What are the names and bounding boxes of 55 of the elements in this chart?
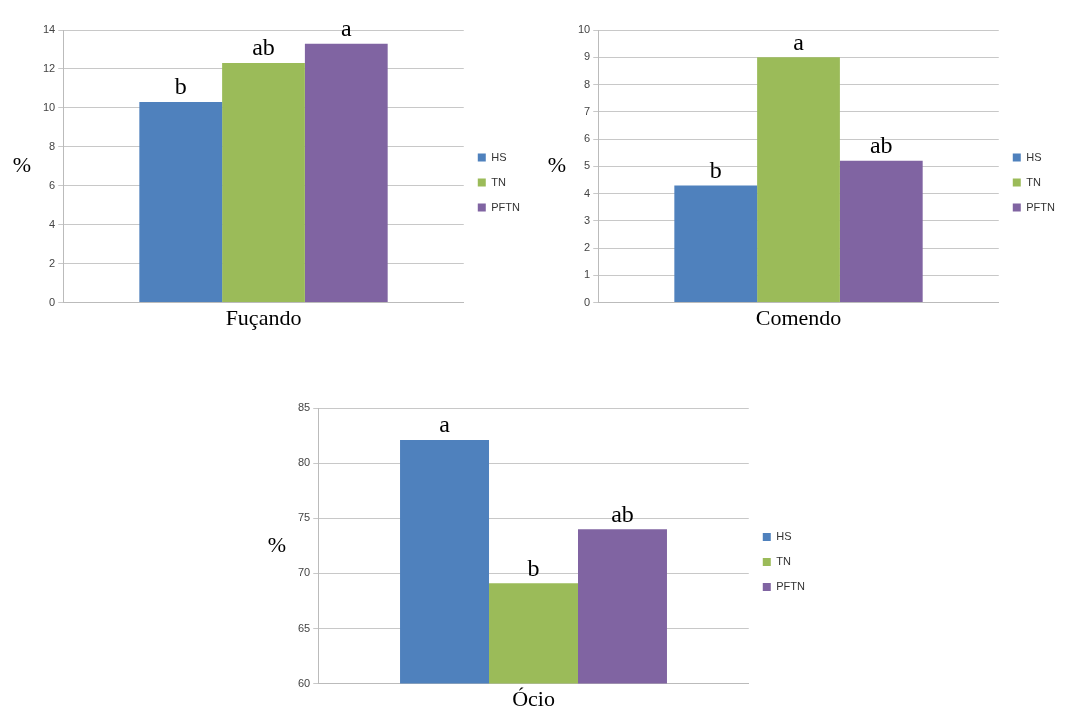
y-tick-label: 8 <box>49 139 56 152</box>
bar <box>757 57 840 303</box>
y-axis-title: % <box>267 531 287 557</box>
y-tick-label: 10 <box>577 23 591 36</box>
data-label: b <box>174 73 187 100</box>
data-label: b <box>709 156 722 183</box>
y-tick-label: 2 <box>584 241 591 254</box>
legend-label: TN <box>1026 175 1041 188</box>
x-tick-label: Comendo <box>755 304 842 330</box>
y-tick-label: 14 <box>42 23 56 36</box>
legend-label: TN <box>776 555 791 568</box>
x-tick-label: Ócio <box>512 685 555 711</box>
legend-label: TN <box>491 175 506 188</box>
y-axis-title: % <box>547 152 567 178</box>
data-label: a <box>793 28 805 55</box>
y-tick-label: 4 <box>584 186 591 199</box>
legend-label: HS <box>776 530 792 543</box>
data-label: ab <box>252 34 275 61</box>
y-tick-label: 12 <box>42 61 56 74</box>
y-tick-label: 8 <box>584 77 591 90</box>
y-tick-label: 6 <box>584 132 591 145</box>
legend-label: PFTN <box>491 200 521 213</box>
data-label: b <box>527 554 540 581</box>
y-tick-label: 5 <box>584 159 591 172</box>
bar <box>839 160 923 303</box>
y-tick-label: 6 <box>49 178 56 191</box>
legend-label: PFTN <box>776 580 806 593</box>
y-tick-label: 85 <box>297 401 311 414</box>
legend-label: PFTN <box>1026 200 1056 213</box>
y-tick-label: 75 <box>297 511 311 524</box>
bar <box>304 43 388 303</box>
y-tick-label: 80 <box>297 456 311 469</box>
y-tick-label: 2 <box>49 256 56 269</box>
data-label: a <box>340 14 352 41</box>
bar <box>222 63 305 303</box>
data-label: ab <box>611 500 634 527</box>
y-tick-label: 3 <box>584 213 591 226</box>
y-tick-label: 7 <box>584 104 591 117</box>
y-tick-label: 1 <box>584 268 591 281</box>
y-tick-label: 10 <box>42 100 56 113</box>
data-label: a <box>439 411 451 438</box>
data-label: ab <box>869 132 893 159</box>
legend-label: HS <box>491 150 507 163</box>
y-tick-label: 60 <box>297 676 311 689</box>
y-tick-label: 9 <box>584 50 591 63</box>
y-axis-title: % <box>12 152 32 178</box>
legend-label: HS <box>1026 150 1042 163</box>
bar <box>139 102 223 303</box>
y-tick-label: 4 <box>49 217 56 230</box>
y-tick-label: 65 <box>297 621 311 634</box>
y-tick-label: 0 <box>49 295 56 308</box>
x-tick-label: Fuçando <box>225 304 302 330</box>
y-tick-label: 0 <box>584 295 591 308</box>
y-tick-label: 70 <box>297 566 311 579</box>
bar <box>674 185 758 303</box>
